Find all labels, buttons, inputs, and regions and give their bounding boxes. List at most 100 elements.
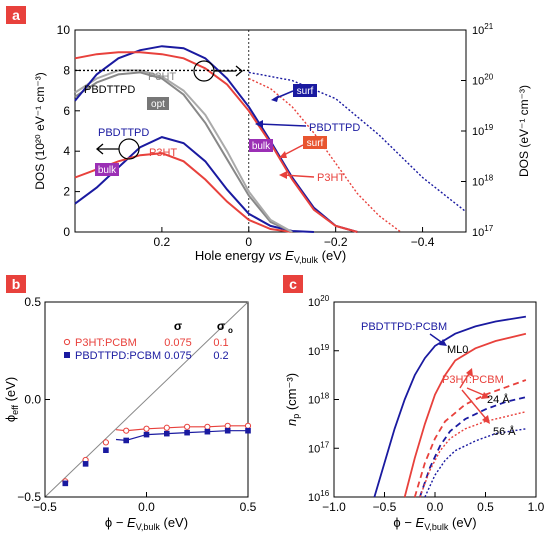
- x-tick-label: −0.5: [373, 500, 397, 514]
- legend-header-sigma: σ: [174, 319, 182, 333]
- y-tick-label: −0.5: [17, 490, 41, 504]
- arrow-pbdttpd-right: [258, 123, 307, 127]
- legend-sigma0: 0.2: [213, 350, 228, 362]
- y-right-tick-label: 1019: [472, 123, 494, 138]
- y-left-axis-label: DOS (10²⁰ eV⁻¹ cm⁻³): [33, 72, 47, 190]
- panel-a: a 0.2 0 −0.2 −0.4 0 2 4 6 8 10 1017 1018 1019 1020 102…: [6, 6, 531, 265]
- x-tick-label: 0.0: [138, 500, 155, 514]
- x-tick-label: 0.5: [477, 500, 494, 514]
- y-tick-label: 1019: [308, 343, 330, 358]
- legend-sigma: 0.075: [164, 350, 192, 362]
- badge-bulk-mid: [249, 139, 273, 152]
- panel-a-badge: [6, 6, 26, 24]
- x-tick-label: 0.0: [427, 500, 444, 514]
- marker-pbdttpd: [103, 447, 109, 453]
- y-tick-label: 1017: [308, 440, 330, 455]
- y-tick-label: 1020: [308, 294, 330, 309]
- marker-p3ht: [244, 422, 252, 429]
- x-tick-label: −0.5: [33, 500, 57, 514]
- arrowhead-surf-blue: [271, 95, 279, 102]
- legend-marker-pbdttpd: [64, 352, 70, 358]
- y-tick-label: 0.5: [24, 295, 41, 309]
- marker-p3ht: [204, 423, 211, 430]
- label-56a: 56 Å: [493, 425, 516, 438]
- marker-pbdttpd: [143, 431, 150, 438]
- arrowhead-pbdttpd-right: [255, 120, 263, 128]
- series-p3ht_24: [413, 379, 527, 498]
- y-left-tick-label: 0: [63, 225, 70, 239]
- marker-pbdttpd: [245, 427, 251, 434]
- arrow-p3ht-24: [466, 387, 487, 397]
- y-axis-label: np (cm⁻³): [284, 373, 301, 426]
- legend-header-sigma0: σ: [217, 319, 225, 333]
- label-pbdttpd-blue-right: PBDTTPD: [309, 122, 360, 134]
- arrow-p3ht-up: [459, 371, 471, 389]
- y-axis-label: ϕeff (eV): [3, 377, 20, 422]
- label-surf-blue: surf: [297, 86, 314, 97]
- marker-pbdttpd: [204, 428, 211, 435]
- marker-p3ht: [184, 423, 191, 430]
- series-pbdttpd_opt: [74, 71, 293, 233]
- series-pbdttpd_surf: [74, 45, 358, 233]
- arrowhead-right-top: [235, 65, 244, 77]
- panel-b-letter: b: [12, 276, 21, 292]
- highlight-circle-bottom: [118, 138, 140, 160]
- y-right-tick-label: 1020: [472, 73, 494, 88]
- badge-opt: [147, 97, 169, 110]
- x-tick-label: −0.2: [324, 235, 348, 249]
- badge-surf-blue: [293, 84, 317, 97]
- diagonal-line: [44, 301, 249, 498]
- marker-pbdttpd: [62, 480, 69, 487]
- y-left-tick-label: 4: [63, 144, 70, 158]
- label-opt: opt: [151, 99, 165, 110]
- series-pbdttpd_log_tail: [248, 71, 467, 213]
- arrowhead-surf-red: [279, 151, 287, 158]
- label-surf-red: surf: [307, 138, 324, 149]
- panel-b-badge: [6, 275, 26, 293]
- x-tick-label: −0.4: [411, 235, 435, 249]
- label-24a: 24 Å: [487, 393, 510, 406]
- marker-p3ht: [143, 425, 150, 432]
- y-right-tick-label: 1018: [472, 174, 494, 189]
- y-left-tick-label: 10: [57, 23, 71, 37]
- x-tick-label: 1.0: [528, 500, 545, 514]
- fit-line-0: [115, 425, 248, 432]
- marker-p3ht: [224, 422, 231, 429]
- label-bulk-left: bulk: [98, 165, 117, 176]
- arrowhead-pbdttpd: [439, 339, 447, 346]
- panel-c-letter: c: [289, 276, 297, 292]
- series-p3ht_56: [419, 411, 527, 498]
- legend-name: P3HT:PCBM: [75, 337, 137, 349]
- y-right-axis-label: DOS (eV⁻¹ cm⁻³): [517, 85, 531, 177]
- y-left-tick-label: 6: [63, 104, 70, 118]
- x-tick-label: 0.5: [240, 500, 257, 514]
- panel-a-letter: a: [12, 7, 20, 23]
- y-tick-label: 1018: [308, 392, 330, 407]
- x-axis-label: ϕ − EV,bulk (eV): [105, 515, 188, 532]
- legend-sigma0: 0.1: [213, 337, 228, 349]
- x-tick-label: 0: [245, 235, 252, 249]
- marker-p3ht: [123, 427, 130, 434]
- y-right-tick-label: 1021: [472, 22, 494, 37]
- y-tick-label: 0.0: [24, 393, 41, 407]
- x-axis-label: Hole energy vs EV,bulk (eV): [195, 248, 346, 265]
- label-pbdttpd-blue: PBDTTPD: [98, 127, 149, 139]
- arrowhead-p3ht-24: [481, 392, 490, 399]
- marker-pbdttpd: [82, 461, 89, 467]
- marker-p3ht: [163, 424, 170, 431]
- x-tick-label: −1.0: [322, 500, 346, 514]
- label-p3ht-gray: P3HT: [148, 71, 176, 83]
- series-pbdttpd_ml0: [373, 315, 527, 498]
- series-p3ht_log_tail: [248, 77, 402, 233]
- legend-header-sigma0-sub: o: [228, 326, 233, 335]
- label-p3ht-red: P3HT: [149, 147, 177, 159]
- x-axis-label: ϕ − EV,bulk (eV): [393, 515, 476, 532]
- arrow-p3ht-56: [461, 389, 488, 421]
- label-p3ht-pcbm: P3HT:PCBM: [442, 374, 504, 386]
- badge-bulk-left: [95, 163, 119, 176]
- badge-surf-red: [303, 136, 327, 149]
- label-pbdttpd-black: PBDTTPD: [84, 84, 135, 96]
- x-tick-label: 0.2: [154, 235, 171, 249]
- y-left-tick-label: 2: [63, 185, 70, 199]
